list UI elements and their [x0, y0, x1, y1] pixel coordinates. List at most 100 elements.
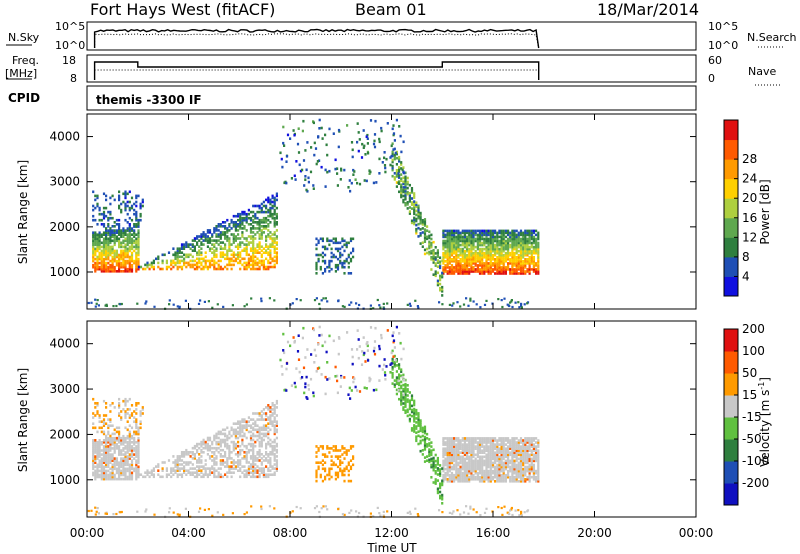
velocity-cell-1125: [180, 467, 184, 470]
velocity-cell-2013: [258, 459, 261, 462]
power-cell-5100: [305, 188, 308, 192]
power-cell-1184: [189, 253, 192, 257]
velocity-cell-4219: [404, 401, 407, 404]
power-cell-2260: [271, 206, 274, 210]
velocity-cell-4475: [432, 481, 435, 484]
power-cell-2394: [442, 235, 445, 239]
velocity-cell-3913: [528, 475, 531, 479]
velocity-cell-3257: [489, 437, 492, 440]
power-cell-924: [130, 218, 134, 222]
power-cell-3420: [500, 258, 503, 261]
velocity-cell-127: [98, 443, 101, 446]
velocity-cell-1053: [167, 473, 171, 476]
velocity-cell-3657: [513, 455, 516, 459]
velocity-cell-3877: [526, 475, 529, 479]
power-cell-146: [100, 255, 103, 259]
power-cell-4010: [532, 235, 535, 239]
velocity-cell-1365: [208, 438, 212, 442]
power-cell-5302: [273, 299, 276, 302]
power-cell-846: [113, 221, 116, 224]
velocity-cell-97: [96, 443, 99, 446]
power-cell-634: [130, 245, 134, 249]
velocity-cell-781: [98, 416, 101, 419]
power-cell-186: [102, 243, 106, 247]
velocity-cell-3169: [485, 441, 488, 444]
power-cell-4366: [419, 234, 422, 237]
power-cell-608: [128, 231, 131, 234]
power-cell-3618: [511, 245, 514, 249]
velocity-cell-697: [135, 451, 138, 454]
velocity-cell-4015: [532, 437, 535, 440]
velocity-cell-4317: [413, 403, 416, 407]
velocity-cell-4171: [400, 394, 403, 398]
power-cell-2530: [450, 258, 454, 261]
velocity-cell-1625: [232, 461, 235, 464]
power-cell-2428: [444, 235, 447, 239]
power-cell-2962: [474, 258, 477, 261]
power-cell-92: [96, 239, 99, 243]
power-cell-2576: [453, 247, 456, 251]
velocity-cell-3167: [485, 443, 488, 446]
velocity-cell-1271: [200, 465, 203, 468]
power-cell-3238: [489, 247, 492, 251]
power-cell-3892: [526, 245, 529, 249]
velocity-cell-3131: [483, 439, 486, 442]
velocity-cell-195: [102, 441, 106, 444]
velocity-cell-277: [109, 475, 112, 479]
velocity-cell-747: [137, 432, 140, 436]
velocity-cell-3: [92, 471, 95, 475]
velocity-cell-3689: [515, 467, 518, 471]
velocity-cell-4405: [423, 446, 427, 449]
power-cell-42: [94, 261, 97, 265]
velocity-cell-231: [105, 443, 108, 446]
power-cell-2568: [453, 258, 456, 261]
power-cell-4658: [330, 259, 333, 263]
power-cell-1140: [183, 259, 186, 263]
velocity-cell-1741: [241, 471, 244, 474]
power-cell-2036: [258, 221, 261, 224]
velocity-cell-293: [109, 453, 112, 456]
power-cell-4066: [537, 251, 540, 255]
velocity-cell-3307: [494, 465, 497, 469]
power-cell-5328: [136, 302, 139, 305]
power-cell-960: [135, 194, 138, 198]
power-cell-874: [120, 208, 123, 212]
power-cell-476: [122, 261, 125, 265]
velocity-cell-1669: [234, 428, 237, 432]
power-cell-1466: [219, 265, 222, 269]
velocity-cell-479: [122, 467, 125, 471]
velocity-cell-723: [137, 459, 140, 462]
power-cell-3486: [502, 233, 505, 237]
power-cell-850: [115, 223, 118, 226]
velocity-cell-3299: [494, 473, 497, 477]
power-cell-3714: [515, 229, 518, 233]
power-cell-3952: [530, 260, 533, 263]
velocity-cell-4035: [535, 451, 538, 454]
velocity-cell-3189: [487, 463, 490, 467]
velocity-cell-3023: [478, 478, 482, 481]
power-cell-5026: [389, 163, 392, 167]
velocity-cell-175: [102, 465, 106, 469]
power-cell-2796: [466, 268, 469, 271]
velocity-cell-3195: [487, 457, 490, 461]
velocity-cell-1781: [243, 451, 246, 454]
velocity-cell-3589: [509, 441, 512, 444]
power-cell-672: [135, 270, 138, 273]
power-cell-2168: [267, 245, 270, 248]
power-cell-3810: [522, 253, 525, 257]
power-cell-1018: [152, 261, 155, 265]
power-cell-4048: [537, 270, 540, 273]
power-cell-3626: [511, 237, 514, 241]
velocity-cell-4373: [419, 429, 422, 433]
velocity-cell-2431: [444, 441, 447, 444]
power-cell-1252: [198, 253, 201, 257]
power-cell-1484: [219, 235, 222, 238]
power-cell-4076: [537, 241, 540, 245]
power-cell-4644: [328, 265, 331, 269]
velocity-cell-1723: [239, 444, 242, 448]
power-cell-1646: [234, 259, 237, 263]
velocity-cell-2505: [448, 449, 451, 452]
power-cell-2040: [258, 210, 261, 214]
velocity-cell-2947: [472, 441, 475, 444]
velocity-cell-809: [105, 422, 108, 425]
